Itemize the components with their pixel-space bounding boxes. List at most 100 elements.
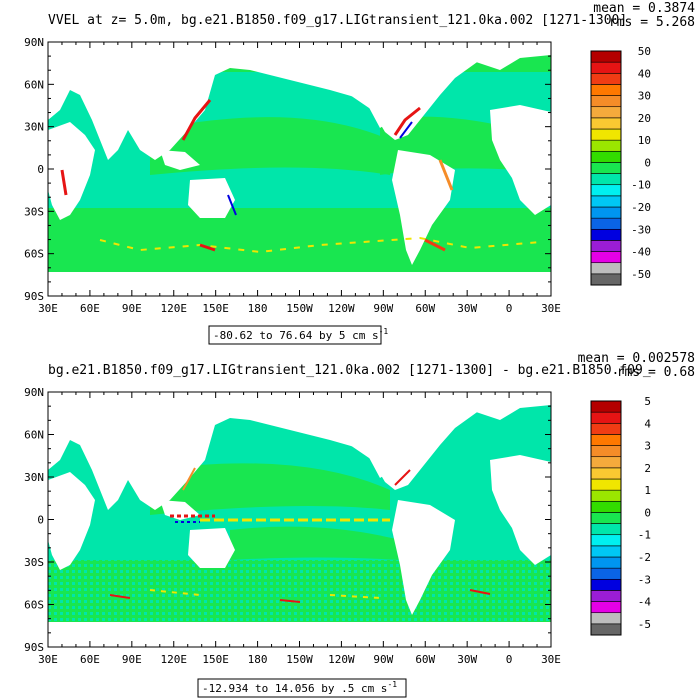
y-tick-label: 90S (24, 641, 44, 654)
range-box (197, 678, 407, 698)
falkland-streak (424, 238, 446, 252)
east-aus-streak (227, 194, 237, 216)
y-tick-label: 0 (37, 514, 44, 527)
rms-stat: rms = 0.68 (617, 365, 695, 380)
colorbar-swatch (590, 434, 622, 446)
colorbar-swatch (590, 590, 622, 602)
range-box (208, 325, 382, 345)
africa-east (490, 105, 551, 215)
colorbar-swatch (590, 162, 622, 174)
colorbar-swatch (590, 612, 622, 625)
colorbar-swatch (590, 173, 622, 186)
colorbar-label: 30 (638, 90, 651, 103)
x-tick-label: 150E (202, 302, 229, 315)
colorbar-swatch (590, 217, 622, 230)
colorbar-label: 0 (644, 156, 651, 169)
x-tick-label: 60E (80, 653, 100, 666)
africa (48, 122, 95, 220)
x-tick-label: 30E (541, 653, 561, 666)
colorbar-frame (590, 50, 622, 286)
australia (188, 528, 235, 568)
y-tick-label: 30S (24, 205, 44, 218)
axes: 30E 60E 90E 120E 150E 180 150W 120W 90W 60W 30W 0 30… (24, 386, 561, 666)
colorbar-swatch (590, 95, 622, 108)
colorbar-label: -20 (631, 201, 651, 214)
y-tick-label: 60N (24, 429, 44, 442)
y-tick-label: 30N (24, 121, 44, 134)
south-pacific-patch (230, 526, 400, 560)
north-america (300, 392, 480, 490)
y-tick-label: 0 (37, 163, 44, 176)
kuroshio-streak (181, 99, 212, 141)
range-label: -80.62 to 76.64 by 5 cm s-1 (213, 327, 388, 342)
colorbar-swatch (590, 106, 622, 119)
colorbar-swatch (590, 206, 622, 219)
colorbar-label: 10 (638, 134, 651, 147)
acc-red (199, 243, 216, 252)
north-pacific-patch (150, 463, 390, 515)
maritime-continent (160, 150, 200, 170)
colorbar-label: 1 (644, 484, 651, 497)
x-tick-label: 90W (373, 302, 393, 315)
colorbar-swatch (590, 623, 622, 636)
gulf-stream-blue (399, 121, 413, 139)
colorbar-swatch (590, 117, 622, 130)
unit-superscript: -1 (379, 327, 389, 336)
x-tick-label: 120E (161, 302, 188, 315)
colorbar-label: 50 (638, 45, 651, 58)
acc-anomaly-yellow (149, 589, 381, 599)
x-tick-label: 0 (506, 302, 513, 315)
africa (48, 472, 95, 570)
anomaly-features (109, 467, 491, 603)
colorbar-swatch (590, 467, 622, 480)
y-tick-label: 90N (24, 386, 44, 399)
y-tick-label: 90N (24, 36, 44, 49)
colorbar-label: 3 (644, 440, 651, 453)
colorbar-label: 5 (644, 395, 651, 408)
south-america (392, 150, 455, 265)
y-tick-label: 90S (24, 290, 44, 303)
colorbar-swatch (590, 534, 622, 547)
acc-streak (99, 236, 541, 254)
x-tick-label: 90W (373, 653, 393, 666)
x-tick-label: 60W (415, 653, 435, 666)
x-tick-label: 120W (328, 653, 355, 666)
brazil-streak (438, 159, 454, 191)
y-tick-label: 30S (24, 556, 44, 569)
colorbar-swatch (590, 273, 622, 286)
australia (188, 178, 235, 218)
x-tick-label: 180 (248, 302, 268, 315)
x-tick-label: 30E (38, 653, 58, 666)
panel-title: bg.e21.B1850.f09_g17.LIGtransient_121.0k… (48, 363, 651, 378)
colorbar-swatch (590, 567, 622, 580)
x-tick-label: 30E (541, 302, 561, 315)
range-label-box: -12.934 to 14.056 by .5 cm s-1 (197, 678, 407, 698)
colorbar-swatch (590, 601, 622, 614)
north-pacific-band (150, 117, 390, 175)
agulhas-streak (60, 169, 68, 196)
x-tick-label: 120E (161, 653, 188, 666)
boundary-currents (60, 99, 541, 254)
colorbar-swatch (590, 228, 622, 241)
colorbar-swatch (590, 262, 622, 275)
colorbar-swatch (590, 545, 622, 558)
y-tick-label: 60S (24, 599, 44, 612)
land-masses (48, 42, 551, 296)
colorbar-swatch (590, 456, 622, 469)
colorbar-label: -4 (638, 596, 652, 609)
colorbar-label: -2 (638, 551, 651, 564)
colorbar-swatch (590, 489, 622, 502)
colorbar-swatch (590, 512, 622, 524)
panel-title: VVEL at z= 5.0m, bg.e21.B1850.f09_g17.LI… (48, 13, 627, 28)
range-label-box: -80.62 to 76.64 by 5 cm s-1 (208, 325, 388, 345)
colorbar-swatch (590, 50, 622, 63)
y-tick-label: 60S (24, 248, 44, 261)
panel-bottom: bg.e21.B1850.f09_g17.LIGtransient_121.0k… (24, 351, 695, 698)
colorbar-swatch (590, 240, 622, 252)
colorbar-swatch (590, 128, 622, 141)
africa-east (490, 455, 551, 565)
rms-stat: rms = 5.268 (609, 15, 695, 30)
colorbar-swatch (590, 523, 622, 536)
colorbar-swatch (590, 478, 622, 491)
